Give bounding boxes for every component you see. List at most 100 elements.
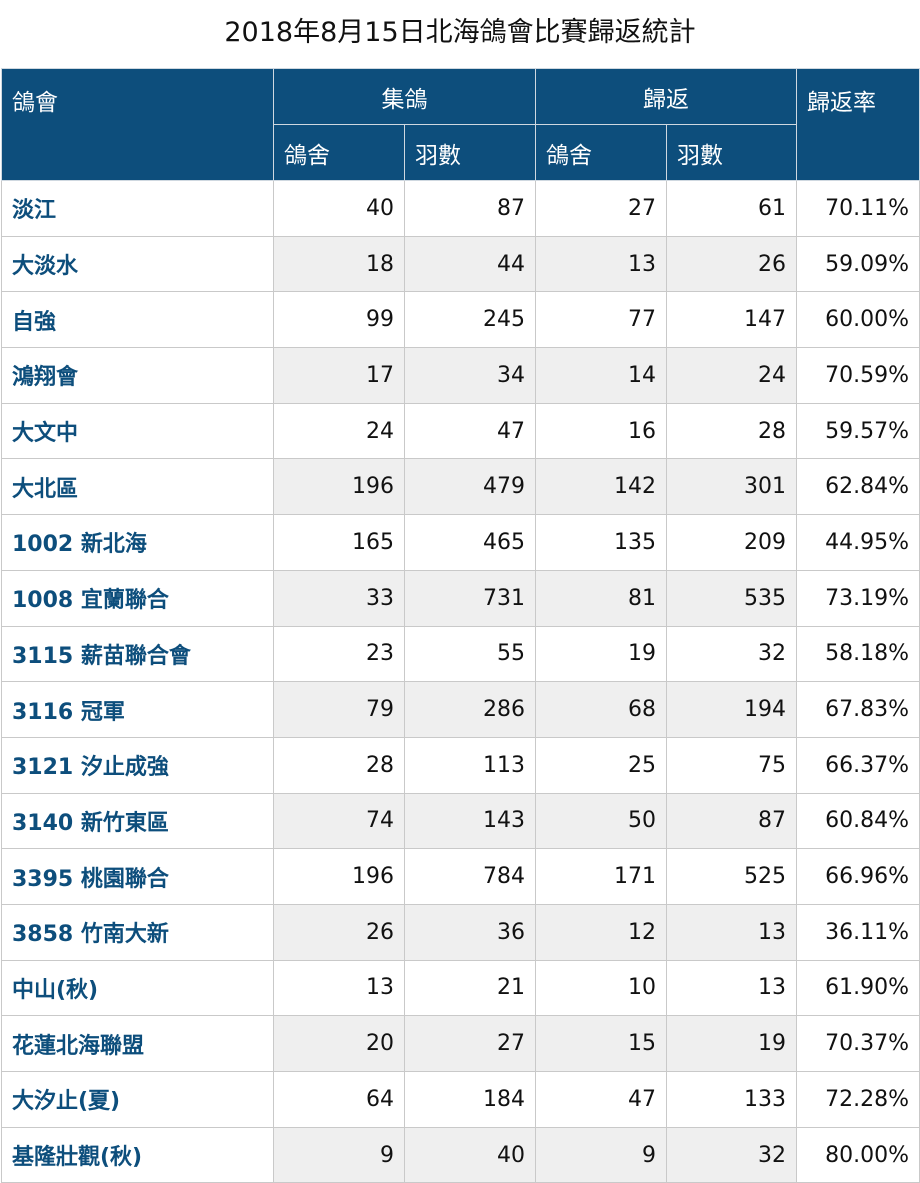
collected-lofts-cell: 9 — [273, 1126, 405, 1183]
club-name-cell: 3115 薪苗聯合會 — [1, 625, 274, 683]
returned-lofts-cell: 19 — [535, 625, 667, 683]
returned-birds-cell: 28 — [666, 402, 797, 460]
table-row: 基隆壯觀(秋) 9 40 9 32 80.00% — [1, 1126, 920, 1183]
table-row: 大汐止(夏) 64 184 47 133 72.28% — [1, 1071, 920, 1128]
collected-lofts-cell: 26 — [273, 903, 405, 961]
returned-lofts-cell: 15 — [535, 1015, 667, 1072]
returned-birds-cell: 13 — [666, 903, 797, 961]
collected-birds-cell: 286 — [404, 681, 536, 738]
return-rate-cell: 61.90% — [796, 959, 920, 1017]
returned-birds-cell: 26 — [666, 235, 797, 293]
table-row: 3395 桃園聯合 196 784 171 525 66.96% — [1, 848, 920, 905]
return-rate-cell: 66.96% — [796, 848, 920, 905]
table-body: 淡江 40 87 27 61 70.11% 大淡水 18 44 13 26 59.09% 自強 99 245… — [1, 180, 920, 1183]
returned-birds-cell: 19 — [666, 1015, 797, 1072]
collected-birds-cell: 87 — [404, 180, 536, 237]
return-rate-cell: 70.59% — [796, 347, 920, 404]
club-name-cell: 3116 冠軍 — [1, 681, 274, 738]
return-rate-cell: 60.84% — [796, 792, 920, 850]
collected-birds-cell: 47 — [404, 402, 536, 460]
collected-lofts-cell: 99 — [273, 291, 405, 349]
returned-lofts-cell: 77 — [535, 291, 667, 349]
collected-lofts-cell: 64 — [273, 1071, 405, 1128]
table-row: 1008 宜蘭聯合 33 731 81 535 73.19% — [1, 569, 920, 627]
header-collected-birds: 羽數 — [404, 124, 536, 181]
table-row: 自強 99 245 77 147 60.00% — [1, 291, 920, 349]
club-name-cell: 自強 — [1, 291, 274, 349]
collected-lofts-cell: 17 — [273, 347, 405, 404]
returned-birds-cell: 13 — [666, 959, 797, 1017]
returned-birds-cell: 24 — [666, 347, 797, 404]
returned-lofts-cell: 47 — [535, 1071, 667, 1128]
collected-birds-cell: 245 — [404, 291, 536, 349]
collected-lofts-cell: 20 — [273, 1015, 405, 1072]
return-rate-cell: 66.37% — [796, 736, 920, 794]
collected-lofts-cell: 196 — [273, 458, 405, 516]
collected-birds-cell: 184 — [404, 1071, 536, 1128]
club-name-cell: 大汐止(夏) — [1, 1071, 274, 1128]
returned-birds-cell: 75 — [666, 736, 797, 794]
collected-lofts-cell: 79 — [273, 681, 405, 738]
returned-birds-cell: 133 — [666, 1071, 797, 1128]
return-rate-cell: 73.19% — [796, 569, 920, 627]
header-returned: 歸返 — [535, 68, 797, 125]
collected-birds-cell: 143 — [404, 792, 536, 850]
page-title: 2018年8月15日北海鴿會比賽歸返統計 — [224, 17, 696, 48]
collected-birds-cell: 44 — [404, 235, 536, 293]
collected-birds-cell: 21 — [404, 959, 536, 1017]
collected-birds-cell: 55 — [404, 625, 536, 683]
returned-birds-cell: 61 — [666, 180, 797, 237]
collected-birds-cell: 113 — [404, 736, 536, 794]
header-returned-lofts: 鴿舍 — [535, 124, 667, 181]
table-row: 大淡水 18 44 13 26 59.09% — [1, 235, 920, 293]
club-name-cell: 淡江 — [1, 180, 274, 237]
return-rate-cell: 36.11% — [796, 903, 920, 961]
table-row: 大北區 196 479 142 301 62.84% — [1, 458, 920, 516]
returned-lofts-cell: 68 — [535, 681, 667, 738]
club-name-cell: 3858 竹南大新 — [1, 903, 274, 961]
header-club: 鴿會 — [1, 68, 274, 181]
club-name-cell: 3140 新竹東區 — [1, 792, 274, 850]
returned-lofts-cell: 14 — [535, 347, 667, 404]
collected-birds-cell: 34 — [404, 347, 536, 404]
collected-lofts-cell: 24 — [273, 402, 405, 460]
return-rate-cell: 59.57% — [796, 402, 920, 460]
collected-birds-cell: 36 — [404, 903, 536, 961]
returned-birds-cell: 32 — [666, 625, 797, 683]
returned-lofts-cell: 10 — [535, 959, 667, 1017]
returned-lofts-cell: 142 — [535, 458, 667, 516]
return-rate-cell: 60.00% — [796, 291, 920, 349]
returned-birds-cell: 209 — [666, 514, 797, 571]
returned-lofts-cell: 27 — [535, 180, 667, 237]
table-row: 中山(秋) 13 21 10 13 61.90% — [1, 959, 920, 1017]
club-name-cell: 1008 宜蘭聯合 — [1, 569, 274, 627]
return-stats-table: 鴿會 集鴿 歸返 歸返率 鴿舍 羽數 鴿舍 羽數 淡江 40 87 27 61 70.11… — [1, 68, 920, 1183]
returned-birds-cell: 194 — [666, 681, 797, 738]
club-name-cell: 中山(秋) — [1, 959, 274, 1017]
collected-birds-cell: 27 — [404, 1015, 536, 1072]
collected-lofts-cell: 74 — [273, 792, 405, 850]
returned-lofts-cell: 9 — [535, 1126, 667, 1183]
returned-birds-cell: 87 — [666, 792, 797, 850]
header-returned-birds: 羽數 — [666, 124, 797, 181]
return-rate-cell: 80.00% — [796, 1126, 920, 1183]
table-row: 3858 竹南大新 26 36 12 13 36.11% — [1, 903, 920, 961]
table-row: 3121 汐止成強 28 113 25 75 66.37% — [1, 736, 920, 794]
table-row: 淡江 40 87 27 61 70.11% — [1, 180, 920, 237]
table-row: 3116 冠軍 79 286 68 194 67.83% — [1, 681, 920, 738]
club-name-cell: 3395 桃園聯合 — [1, 848, 274, 905]
returned-birds-cell: 525 — [666, 848, 797, 905]
collected-lofts-cell: 28 — [273, 736, 405, 794]
club-name-cell: 大北區 — [1, 458, 274, 516]
club-name-cell: 鴻翔會 — [1, 347, 274, 404]
returned-birds-cell: 147 — [666, 291, 797, 349]
header-collected: 集鴿 — [273, 68, 536, 125]
collected-lofts-cell: 40 — [273, 180, 405, 237]
returned-lofts-cell: 25 — [535, 736, 667, 794]
collected-lofts-cell: 196 — [273, 848, 405, 905]
returned-lofts-cell: 81 — [535, 569, 667, 627]
collected-birds-cell: 465 — [404, 514, 536, 571]
returned-lofts-cell: 135 — [535, 514, 667, 571]
table-row: 3140 新竹東區 74 143 50 87 60.84% — [1, 792, 920, 850]
collected-birds-cell: 784 — [404, 848, 536, 905]
